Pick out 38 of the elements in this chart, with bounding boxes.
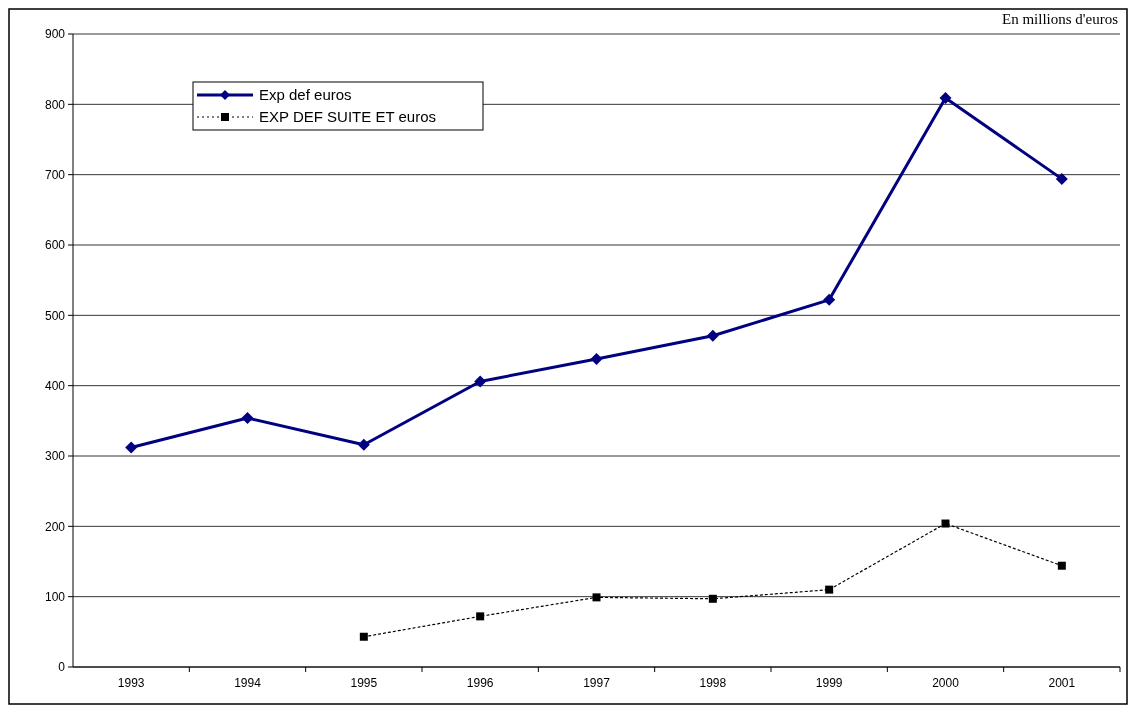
- point: [592, 593, 601, 602]
- y-tick-label: 0: [58, 660, 66, 675]
- x-tick-label: 1998: [699, 676, 727, 690]
- point: [1055, 172, 1068, 185]
- point: [708, 594, 717, 603]
- x-tick-label: 1996: [466, 676, 494, 690]
- x-tick-label: 1993: [117, 676, 145, 690]
- y-tick-label: 300: [44, 449, 66, 464]
- x-tick-label: 1995: [350, 676, 378, 690]
- point: [359, 632, 368, 641]
- x-tick-label: 2000: [932, 676, 960, 690]
- x-tick-label: 1999: [815, 676, 843, 690]
- y-tick-label: 900: [44, 27, 66, 42]
- x-tick-label: 1994: [234, 676, 262, 690]
- legend-label: EXP DEF SUITE ET euros: [259, 108, 437, 126]
- x-tick-label: 1997: [583, 676, 611, 690]
- point: [825, 585, 834, 594]
- point: [357, 438, 370, 451]
- legend-label: Exp def euros: [259, 86, 352, 104]
- y-tick-label: 200: [44, 519, 66, 534]
- point: [590, 352, 603, 365]
- y-tick-label: 800: [44, 97, 66, 112]
- y-tick-label: 600: [44, 238, 66, 253]
- point: [939, 92, 952, 104]
- point: [706, 329, 719, 342]
- point: [125, 441, 138, 454]
- y-tick-label: 400: [44, 378, 66, 393]
- text: En millions d'euros: [1001, 11, 1119, 27]
- x-tick-label: 2001: [1048, 676, 1076, 690]
- point: [474, 375, 487, 388]
- y-tick-label: 100: [44, 589, 66, 604]
- point: [823, 293, 836, 306]
- y-tick-label: 500: [44, 308, 66, 323]
- point: [1057, 561, 1066, 570]
- y-tick-label: 700: [44, 167, 66, 182]
- point: [476, 612, 485, 621]
- point: [241, 412, 254, 425]
- point: [941, 519, 950, 528]
